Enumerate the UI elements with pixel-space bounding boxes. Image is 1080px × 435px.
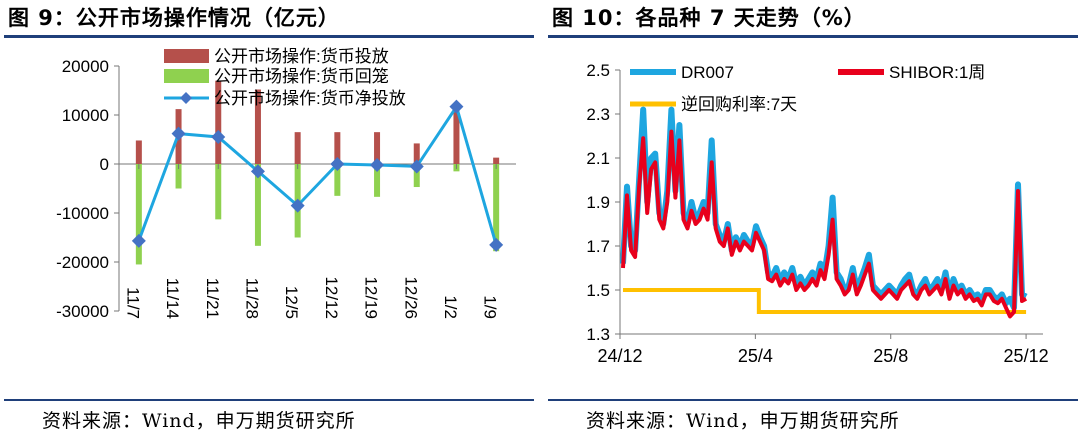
bar-injection bbox=[135, 140, 142, 164]
x-tick-label: 25/4 bbox=[738, 346, 773, 366]
point-net-injection bbox=[449, 99, 464, 114]
bar-injection bbox=[215, 80, 222, 164]
x-tick-label: 11/14 bbox=[163, 278, 182, 319]
x-tick-label: 12/26 bbox=[401, 276, 420, 319]
bar-withdrawal bbox=[135, 164, 142, 265]
bar-injection bbox=[493, 157, 500, 164]
y-tick-label: 2.5 bbox=[586, 61, 610, 80]
line-net-injection bbox=[137, 103, 498, 246]
title-rule-right bbox=[548, 35, 1078, 38]
point-net-injection bbox=[250, 164, 265, 179]
x-tick-label: 11/28 bbox=[242, 278, 261, 319]
y-tick-label: 1.9 bbox=[586, 193, 610, 212]
legend-label-reverse-repo-7d: 逆回购利率:7天 bbox=[681, 95, 797, 114]
y-tick-label: 2.3 bbox=[586, 105, 610, 124]
x-tick-label: 12/19 bbox=[362, 276, 381, 319]
y-tick-label: -10000 bbox=[56, 204, 109, 223]
legend-marker-net-injection bbox=[180, 92, 192, 104]
point-net-injection bbox=[171, 126, 186, 141]
point-net-injection bbox=[131, 233, 146, 248]
point-net-injection bbox=[370, 157, 385, 172]
point-net-injection bbox=[409, 159, 424, 174]
legend-label-withdrawal: 公开市场操作:货币回笼 bbox=[214, 67, 389, 86]
panel-seven-day-rates: 图 10：各品种 7 天走势（%） 2.5 2.3 2.1 1.9 1.7 1.5 1.3 2… bbox=[548, 0, 1078, 435]
bar-injection bbox=[413, 143, 420, 164]
legend-label-injection: 公开市场操作:货币投放 bbox=[214, 47, 389, 66]
point-net-injection bbox=[330, 157, 345, 171]
x-tick-label: 1/2 bbox=[441, 295, 460, 319]
source-note-right: 资料来源：Wind，申万期货研究所 bbox=[586, 410, 900, 432]
title-rule-left bbox=[4, 35, 534, 38]
x-tick-label: 12/5 bbox=[282, 286, 301, 319]
y-tick-label: 1.7 bbox=[586, 237, 610, 256]
y-tick-label: 10000 bbox=[62, 106, 109, 125]
chart-open-market: 20000 10000 0 -10000 -20000 -30000 11/7 11/14 11… bbox=[56, 47, 516, 321]
point-net-injection bbox=[211, 130, 226, 145]
x-tick-label: 24/12 bbox=[597, 346, 642, 366]
footer-rule-left bbox=[4, 399, 534, 401]
legend-swatch-injection bbox=[164, 49, 209, 63]
chart-seven-day-rates: 2.5 2.3 2.1 1.9 1.7 1.5 1.3 24/12 25/4 25/8 25/12 D… bbox=[586, 61, 1049, 366]
y-tick-label: 1.3 bbox=[586, 325, 610, 344]
y-tick-label: 0 bbox=[100, 155, 109, 174]
point-net-injection bbox=[489, 237, 504, 252]
bar-withdrawal bbox=[374, 164, 381, 197]
footer-rule-right bbox=[548, 399, 1078, 401]
bar-withdrawal bbox=[334, 164, 341, 196]
bar-withdrawal bbox=[254, 164, 261, 246]
legend-label-shibor-1w: SHIBOR:1周 bbox=[889, 63, 985, 82]
legend-swatch-withdrawal bbox=[164, 69, 209, 83]
bar-injection bbox=[453, 105, 460, 164]
panel-open-market: 图 9：公开市场操作情况（亿元） 20000 10000 0 -10000 -20000… bbox=[4, 0, 534, 435]
line-shibor-1w bbox=[621, 129, 1028, 319]
x-tick-label: 25/8 bbox=[873, 346, 908, 366]
y-tick-label: 20000 bbox=[62, 57, 109, 76]
y-tick-label: 1.5 bbox=[586, 281, 610, 300]
bar-injection bbox=[334, 132, 341, 164]
x-tick-label: 12/12 bbox=[322, 276, 341, 319]
bar-withdrawal bbox=[493, 164, 500, 252]
legend-label-net-injection: 公开市场操作:货币净投放 bbox=[214, 89, 406, 108]
y-tick-label: -30000 bbox=[56, 302, 109, 321]
bar-injection bbox=[254, 89, 261, 164]
bar-injection bbox=[294, 132, 301, 164]
chart-title-right: 图 10：各品种 7 天走势（%） bbox=[552, 6, 866, 30]
bar-injection bbox=[374, 132, 381, 164]
legend-label-dr007: DR007 bbox=[681, 63, 734, 82]
y-tick-label: 2.1 bbox=[586, 149, 610, 168]
source-note-left: 资料来源：Wind，申万期货研究所 bbox=[42, 410, 356, 432]
chart-title-left: 图 9：公开市场操作情况（亿元） bbox=[8, 6, 340, 30]
point-net-injection bbox=[290, 198, 305, 213]
y-tick-label: -20000 bbox=[56, 253, 109, 272]
bar-withdrawal bbox=[413, 164, 420, 188]
bar-withdrawal bbox=[215, 164, 222, 220]
line-reverse-repo-7d bbox=[623, 288, 1027, 314]
bar-withdrawal bbox=[175, 164, 182, 189]
x-tick-label: 1/9 bbox=[481, 295, 500, 319]
x-tick-label: 11/21 bbox=[203, 278, 222, 319]
x-tick-label: 25/12 bbox=[1004, 346, 1049, 366]
x-tick-label: 11/7 bbox=[123, 287, 142, 319]
